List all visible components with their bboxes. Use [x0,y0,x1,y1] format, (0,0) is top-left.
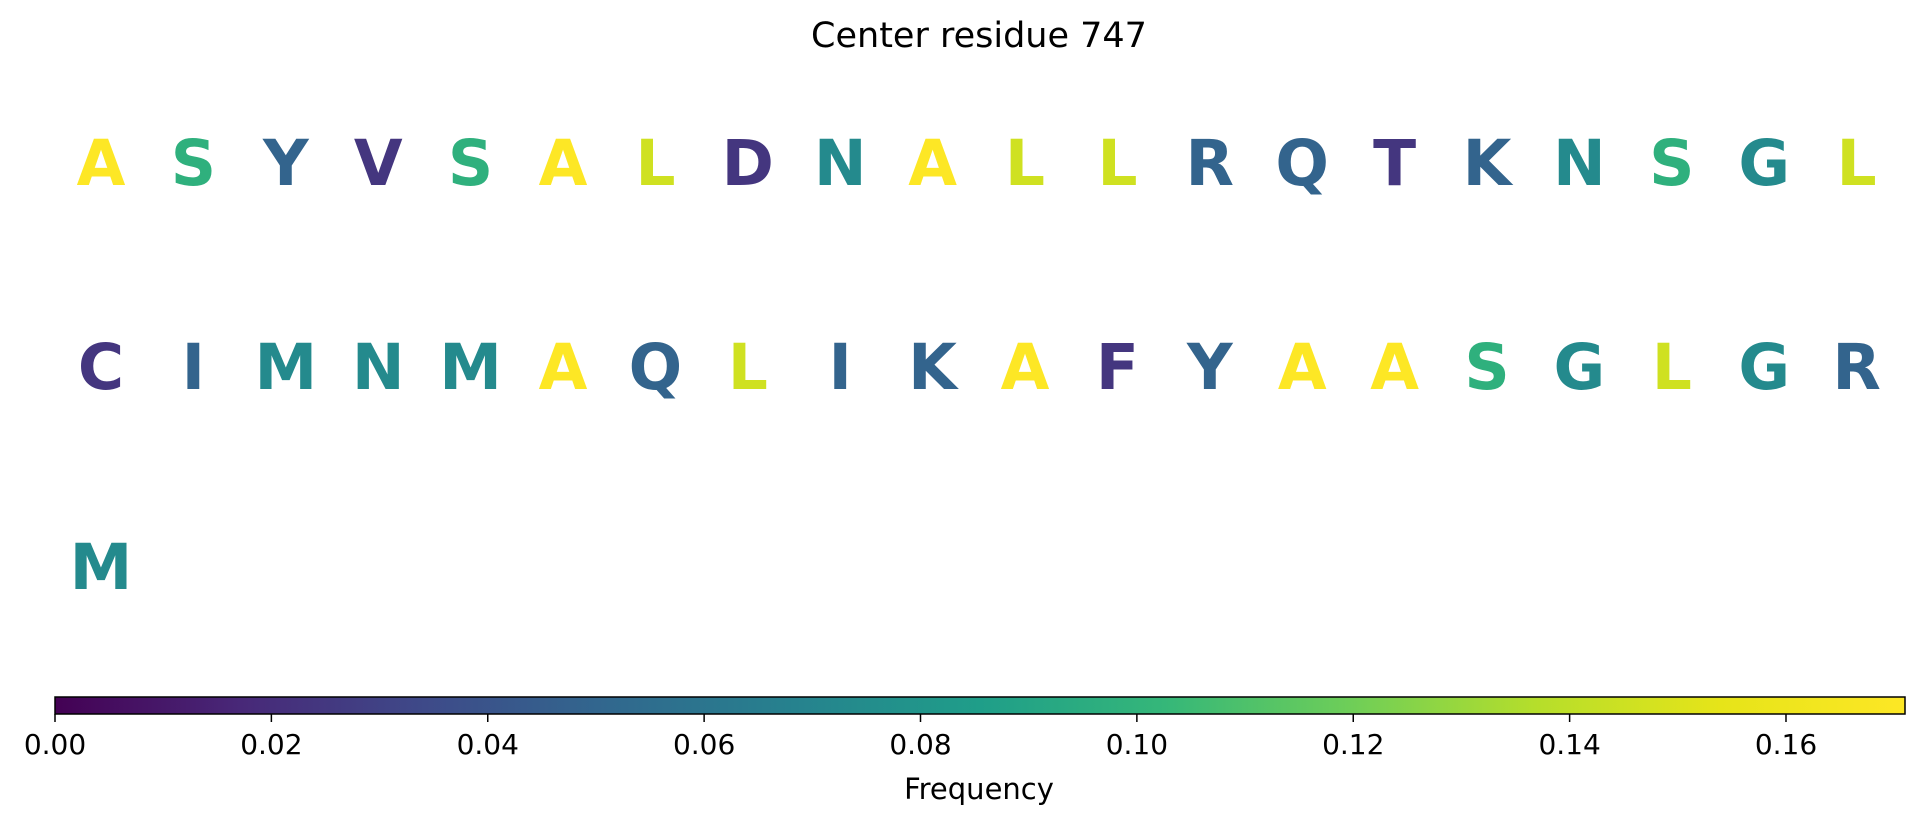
colorbar-tick-label: 0.14 [1538,728,1600,761]
residue-letter-v: V [354,127,403,200]
colorbar-tick-label: 0.06 [673,728,735,761]
chart-title: Center residue 747 [811,16,1147,56]
residue-letter-n: N [814,127,867,200]
residue-letter-g: G [1738,127,1790,200]
letter-grid: A S Y V S A L D N A L L R Q T K N S G LC I M N M A Q L I K A F Y A A S G L G R… [70,127,1881,604]
residue-letter-m: M [439,331,502,404]
residue-letter-r: R [1832,331,1881,404]
residue-letter-a: A [1001,331,1050,404]
residue-letter-y: Y [1186,331,1234,404]
residue-letter-a: A [77,127,126,200]
colorbar-tick-label: 0.08 [889,728,951,761]
colorbar-tick-label: 0.10 [1106,728,1168,761]
colorbar-tick-label: 0.04 [457,728,519,761]
residue-letter-i: I [828,331,851,404]
residue-letter-s: S [1649,127,1694,200]
residue-letter-a: A [539,331,588,404]
residue-letter-t: T [1373,127,1416,200]
residue-letter-a: A [539,127,588,200]
residue-letter-q: Q [629,331,683,404]
residue-letter-l: L [635,127,675,200]
residue-letter-c: C [78,331,124,404]
residue-letter-f: F [1096,331,1139,404]
residue-letter-r: R [1186,127,1235,200]
colorbar-gradient [55,697,1905,714]
residue-letter-l: L [1097,127,1137,200]
residue-letter-l: L [1652,331,1692,404]
colorbar-tick-label: 0.02 [240,728,302,761]
colorbar-tick-label: 0.16 [1755,728,1817,761]
residue-letter-s: S [448,127,493,200]
residue-letter-a: A [1370,331,1419,404]
residue-letter-m: M [254,331,317,404]
residue-letter-q: Q [1275,127,1329,200]
residue-letter-a: A [1278,331,1327,404]
colorbar-label: Frequency [904,772,1054,806]
residue-letter-d: D [722,127,774,200]
colorbar-tick-label: 0.12 [1322,728,1384,761]
residue-letter-k: K [908,331,959,404]
colorbar-tick-label: 0.00 [24,728,86,761]
residue-letter-g: G [1738,331,1790,404]
residue-letter-g: G [1554,331,1606,404]
residue-letter-n: N [352,331,405,404]
residue-letter-l: L [1005,127,1045,200]
residue-letter-y: Y [262,127,310,200]
residue-letter-n: N [1553,127,1606,200]
colorbar-frame [54,696,1906,715]
residue-letter-l: L [728,331,768,404]
residue-letter-k: K [1463,127,1514,200]
residue-letter-m: M [70,531,133,604]
colorbar: 0.00 0.02 0.04 0.06 0.08 0.10 0.12 0.14 0.16 Fre… [24,696,1906,806]
residue-letter-a: A [908,127,957,200]
residue-letter-l: L [1837,127,1877,200]
residue-letter-i: I [182,331,205,404]
residue-letter-s: S [171,127,216,200]
residue-letter-s: S [1464,331,1509,404]
colorbar-ticks: 0.00 0.02 0.04 0.06 0.08 0.10 0.12 0.14 0.16 [24,714,1817,761]
